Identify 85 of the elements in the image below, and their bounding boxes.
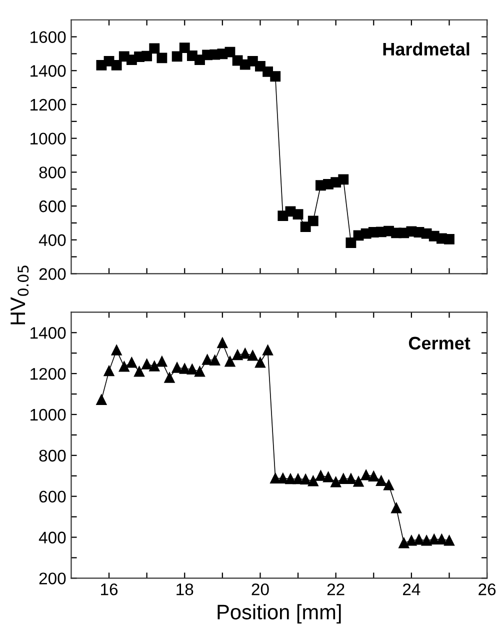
point <box>278 473 288 484</box>
y-tick-label: 200 <box>39 268 66 280</box>
point <box>270 473 281 484</box>
x-axis-title: Position [mm] <box>218 604 341 624</box>
point <box>149 43 160 54</box>
point <box>346 238 356 248</box>
point <box>292 209 304 220</box>
point <box>421 535 432 546</box>
point <box>300 222 311 232</box>
point <box>255 357 266 368</box>
point <box>391 502 402 514</box>
point <box>179 42 190 53</box>
point <box>126 357 137 368</box>
x-tick-label: 22 <box>327 583 344 596</box>
point <box>316 470 326 481</box>
y-tick-label: 1400 <box>30 327 66 339</box>
point <box>398 538 410 548</box>
point <box>330 476 342 488</box>
point <box>149 360 160 372</box>
point <box>308 476 318 486</box>
point <box>224 46 236 58</box>
point <box>104 366 114 376</box>
point <box>414 534 424 545</box>
y-tick-label: 400 <box>38 234 66 246</box>
point <box>436 534 447 545</box>
point <box>323 472 334 482</box>
point <box>428 534 440 545</box>
x-tick-label: 20 <box>252 583 269 596</box>
point <box>142 50 152 62</box>
point <box>300 474 311 485</box>
point <box>179 363 190 374</box>
point <box>156 356 168 367</box>
point <box>172 362 182 373</box>
point <box>338 474 349 484</box>
point <box>111 60 122 70</box>
point <box>406 535 417 546</box>
point <box>444 535 454 546</box>
y-tick-label: 1200 <box>30 368 66 380</box>
annotation: Hardmetal <box>383 42 470 56</box>
y-tick-label: 1400 <box>30 65 66 77</box>
y-tick-label: 1000 <box>30 408 66 421</box>
point <box>202 354 213 365</box>
point <box>360 470 372 480</box>
point <box>134 366 144 377</box>
point <box>262 345 273 356</box>
point <box>292 474 304 484</box>
point <box>96 394 107 405</box>
point <box>194 366 205 377</box>
y-tick-label: 400 <box>38 532 66 544</box>
y-tick-label: 600 <box>39 200 66 212</box>
point <box>118 361 130 372</box>
point <box>368 471 379 482</box>
point <box>210 355 220 366</box>
x-tick-label: 16 <box>101 583 118 596</box>
point <box>353 476 364 487</box>
point <box>186 364 198 374</box>
point <box>346 474 356 484</box>
y-tick-label: 1200 <box>30 98 66 111</box>
y-tick-label: 1000 <box>30 132 66 145</box>
point <box>444 234 454 244</box>
y-axis-title: HV$_{0.05}$ <box>10 266 29 324</box>
annotation: Cermet <box>408 336 470 350</box>
y-tick-label: 1600 <box>30 31 66 43</box>
point <box>376 476 386 486</box>
point <box>270 71 281 82</box>
point <box>240 348 250 359</box>
point <box>308 216 318 226</box>
point <box>384 480 394 490</box>
point <box>172 51 182 62</box>
point <box>247 350 258 361</box>
point <box>217 338 228 348</box>
y-tick-label: 800 <box>39 166 66 178</box>
x-tick-label: 26 <box>478 583 496 596</box>
y-tick-label: 200 <box>39 572 66 584</box>
point <box>164 372 175 383</box>
y-tick-label: 800 <box>39 450 66 462</box>
point <box>111 345 122 356</box>
y-tick-label: 600 <box>39 490 66 503</box>
point <box>338 174 349 185</box>
point <box>156 52 168 64</box>
point <box>142 358 152 370</box>
point <box>224 356 236 367</box>
x-tick-label: 18 <box>176 583 194 596</box>
point <box>232 350 243 360</box>
x-tick-label: 24 <box>403 583 420 596</box>
